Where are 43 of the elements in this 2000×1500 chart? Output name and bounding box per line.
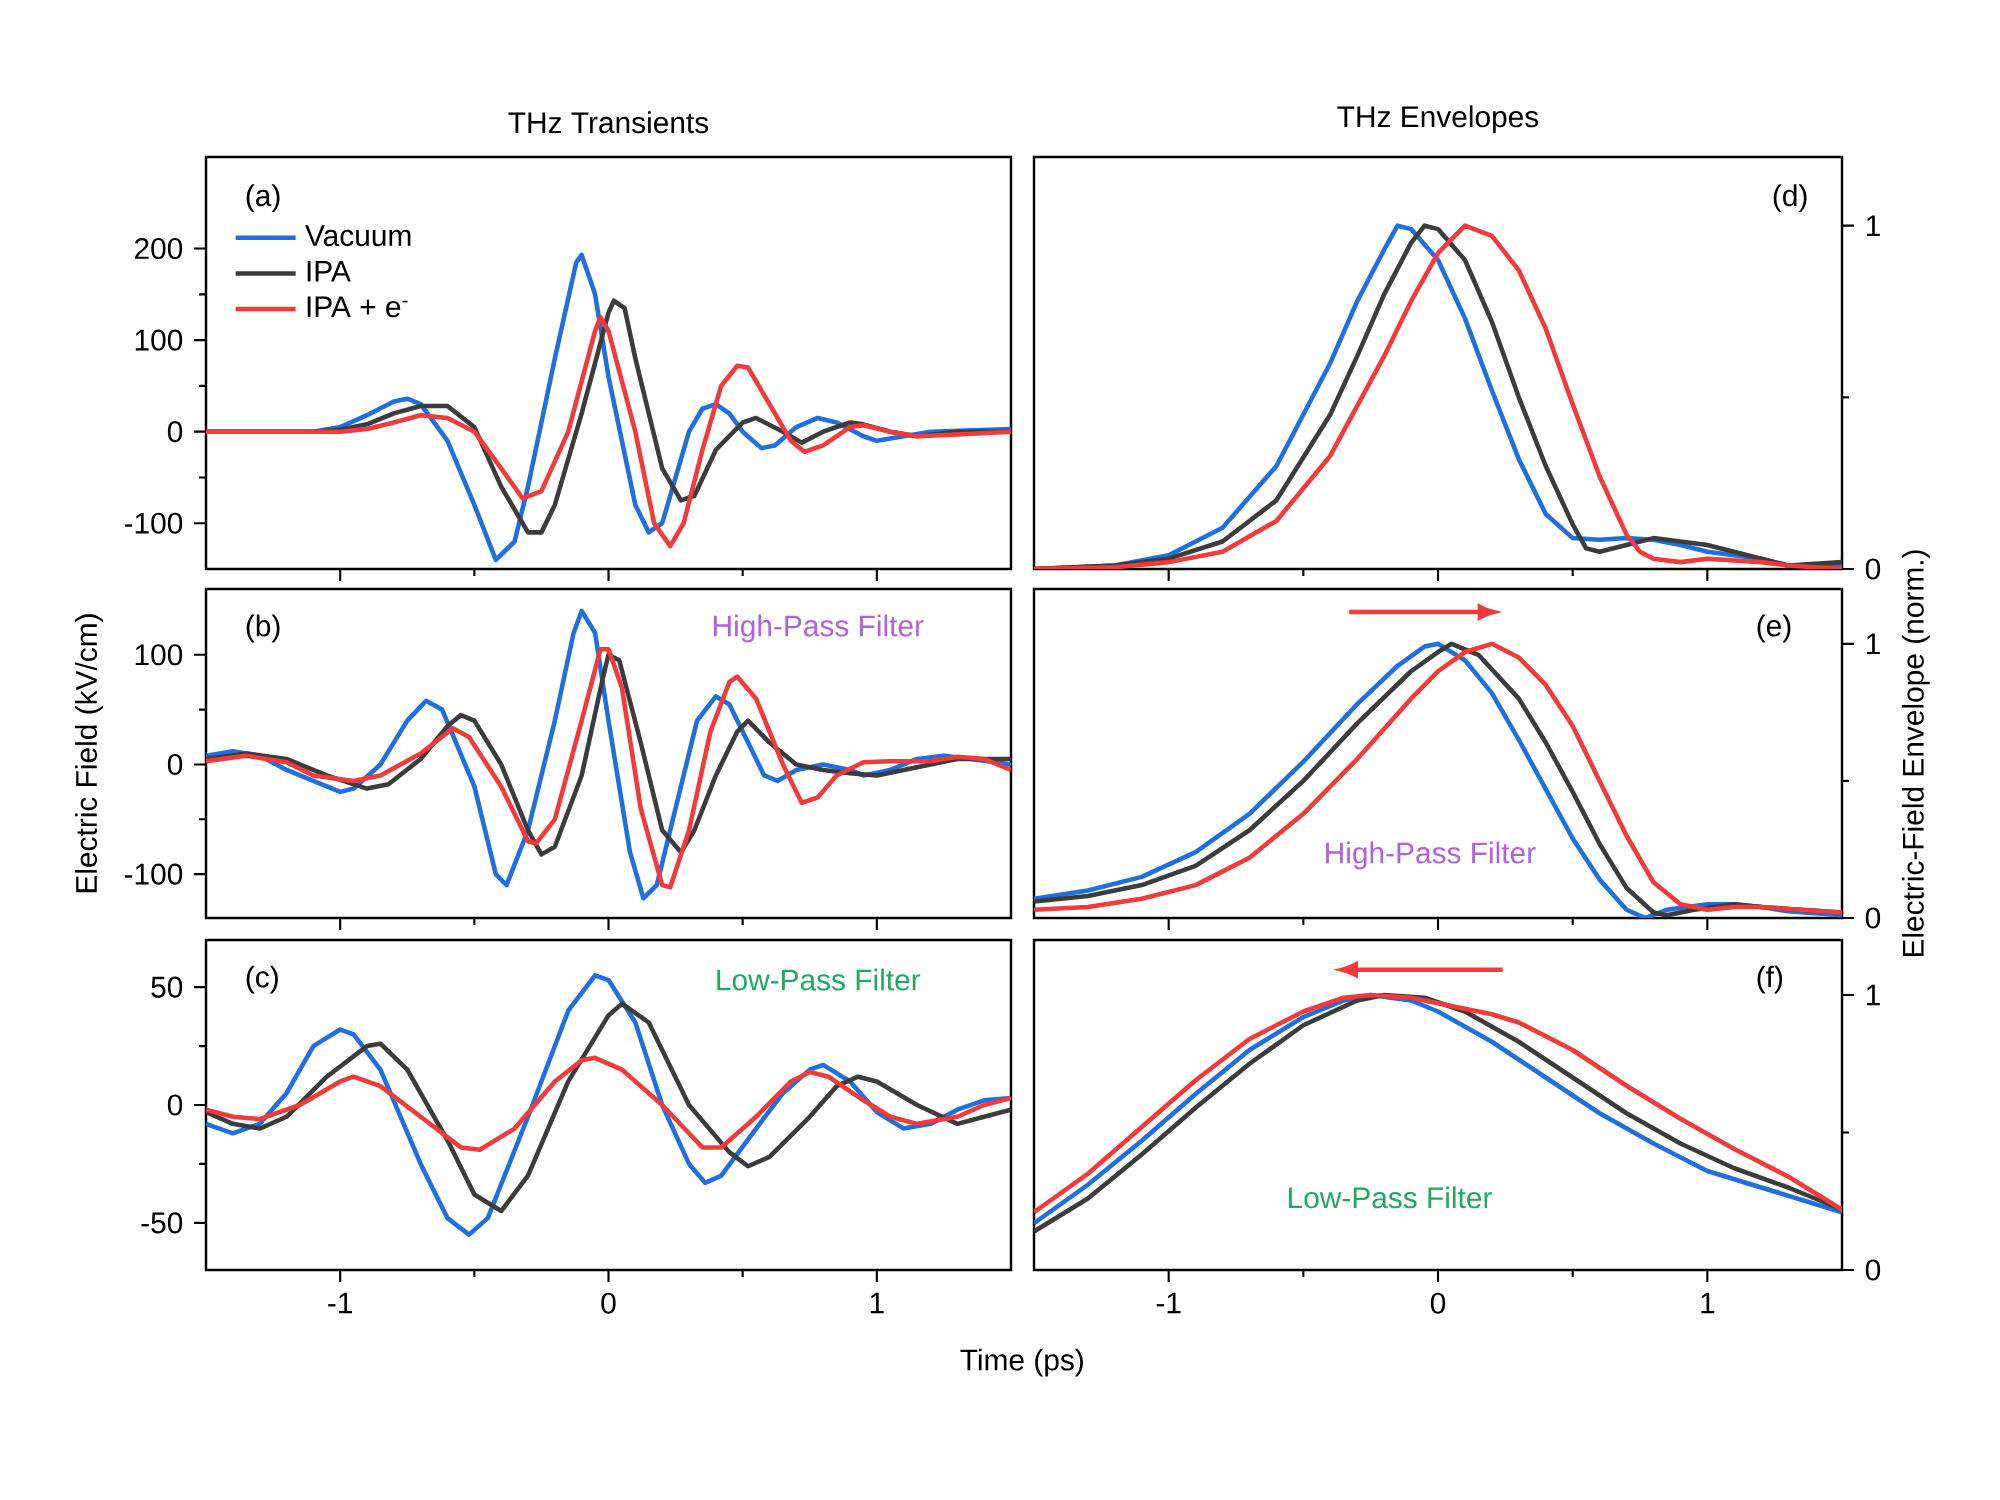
annotation: (d): [1773, 184, 1807, 213]
y-tick-label: 0: [1865, 1259, 1881, 1281]
y-tick-label: 1: [1866, 215, 1880, 236]
x-tick-label: 1: [870, 1292, 884, 1314]
y-axis-title: Electric-Field Envelope (norm.): [1901, 550, 1930, 957]
x-tick-label: 0: [1430, 1292, 1446, 1314]
annotation: (f): [1757, 965, 1783, 994]
x-axis-title: Time (ps): [960, 1348, 1083, 1377]
x-tick-label: 0: [601, 1292, 616, 1314]
annotation: (b): [246, 614, 280, 643]
annotation: (a): [246, 184, 280, 213]
legend-label: Vacuum: [305, 225, 411, 247]
y-tick-label: 0: [167, 1094, 183, 1116]
chart-title: THz Transients: [508, 111, 709, 134]
annotation: Low-Pass Filter: [1289, 1186, 1492, 1209]
y-tick-label: 100: [135, 329, 183, 351]
y-tick-label: 0: [167, 753, 183, 776]
line-series: [206, 1055, 1011, 1153]
y-tick-label: -100: [124, 863, 183, 885]
y-tick-label: 200: [134, 238, 183, 260]
y-tick-label: 50: [151, 976, 183, 998]
line-series: [206, 647, 1011, 890]
x-tick-label: -1: [1156, 1292, 1181, 1314]
y-tick-label: -100: [124, 512, 183, 534]
annotation: High-Pass Filter: [1326, 841, 1536, 870]
annotation: Low-Pass Filter: [717, 968, 921, 991]
y-tick-label: 100: [135, 644, 183, 666]
y-tick-label: 1: [1866, 984, 1880, 1006]
annotation: High-Pass Filter: [713, 614, 924, 643]
y-tick-label: 0: [167, 421, 183, 443]
legend-label: IPA + e$^{-}$: [307, 296, 408, 318]
y-tick-label: 0: [1865, 907, 1881, 929]
x-tick-label: 1: [1701, 1292, 1715, 1314]
y-axis-title: Electric Field (kV/cm): [75, 614, 103, 893]
annotation: (e): [1757, 614, 1791, 643]
y-tick-label: 0: [1865, 558, 1881, 580]
annotation: (c): [246, 965, 278, 994]
y-tick-label: -50: [141, 1212, 183, 1234]
y-tick-label: 1: [1866, 633, 1880, 655]
chart-title: THz Envelopes: [1337, 105, 1539, 134]
legend-label: IPA: [307, 260, 351, 282]
line-series: [206, 1001, 1011, 1214]
x-tick-label: -1: [328, 1292, 352, 1314]
